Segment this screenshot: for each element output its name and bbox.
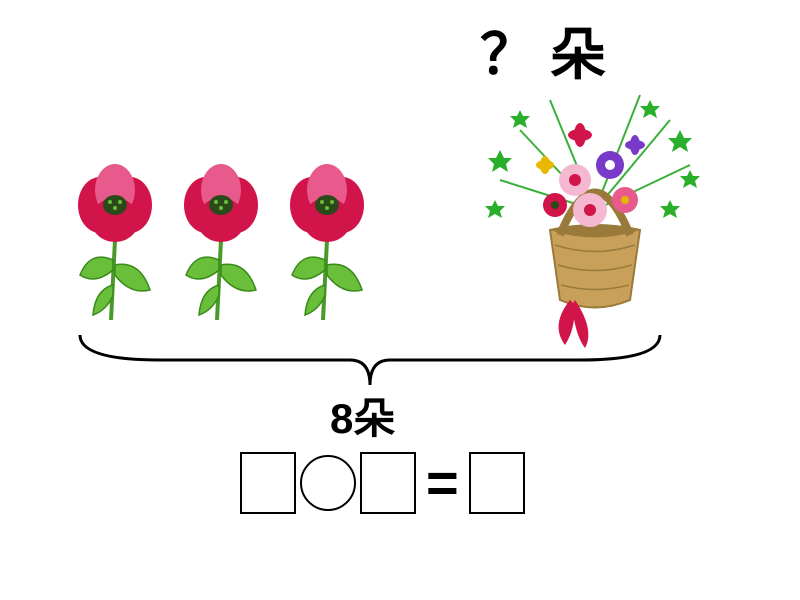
result-box[interactable]	[469, 452, 525, 514]
total-label: 8朵	[330, 385, 395, 446]
poppy-row	[65, 150, 377, 330]
flower-basket	[480, 70, 710, 350]
poppy-icon	[65, 150, 165, 330]
equation-row: =	[240, 450, 525, 515]
brace-icon	[70, 330, 670, 390]
operator-circle[interactable]	[300, 455, 356, 511]
operand-box[interactable]	[240, 452, 296, 514]
total-value: 8	[330, 395, 353, 442]
basket-icon	[480, 70, 710, 350]
operand-box[interactable]	[360, 452, 416, 514]
poppy-icon	[277, 150, 377, 330]
poppy-icon	[171, 150, 271, 330]
total-unit: 朵	[353, 395, 395, 442]
equals-sign: =	[420, 450, 465, 515]
